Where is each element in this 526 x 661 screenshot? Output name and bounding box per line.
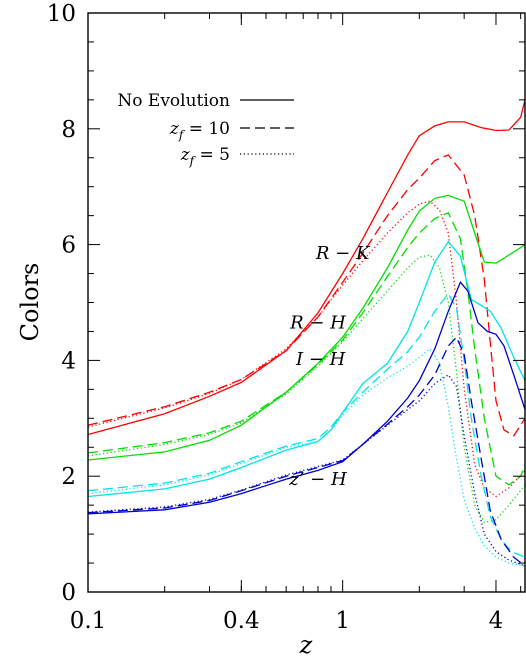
y-tick-label: 10: [47, 1, 76, 27]
series-line-8: [88, 347, 525, 567]
legend-entry-2: zf = 5: [180, 145, 294, 168]
series-annotation: z’ − H: [288, 469, 347, 490]
series-annotation: I − H: [295, 349, 346, 370]
series-line-3: [88, 194, 525, 461]
series-line-0: [88, 99, 525, 436]
y-tick-label: 2: [61, 464, 76, 490]
series-line-10: [88, 336, 525, 567]
legend: No Evolution zf = 10 zf = 5: [117, 91, 294, 168]
x-tick-label: 4: [489, 608, 504, 634]
legend-entry-1: zf = 10: [169, 119, 294, 142]
y-tick-label: 8: [61, 117, 76, 143]
legend-label: No Evolution: [117, 91, 230, 111]
y-axis-title: Colors: [16, 263, 44, 342]
x-tick-label: 1: [335, 608, 350, 634]
series-line-5: [88, 254, 525, 524]
y-tick-label: 0: [61, 580, 76, 606]
series-line-7: [88, 292, 525, 558]
ticks-layer: 0.1 0.4 1 4 0 2 4 6 8 10: [47, 1, 525, 634]
legend-label: zf = 10: [169, 119, 230, 142]
series-line-4: [88, 211, 525, 486]
y-tick-label: 4: [61, 348, 76, 374]
series-line-11: [88, 374, 525, 567]
y-tick-label: 6: [61, 233, 76, 259]
series-annotation: R − H: [289, 313, 346, 334]
series-line-2: [88, 200, 525, 498]
x-tick-label: 0.1: [70, 608, 107, 634]
legend-entry-0: No Evolution: [117, 91, 294, 111]
legend-label: zf = 5: [180, 145, 230, 168]
series-annotation: R − K: [315, 243, 371, 264]
annotations: R − K R − H I − H z’ − H: [288, 243, 371, 490]
series-line-9: [88, 280, 525, 515]
series-line-6: [88, 240, 525, 498]
series-layer: [88, 99, 525, 567]
series-line-1: [88, 154, 525, 437]
x-tick-label: 0.4: [223, 608, 260, 634]
x-axis-title: z: [299, 631, 313, 659]
